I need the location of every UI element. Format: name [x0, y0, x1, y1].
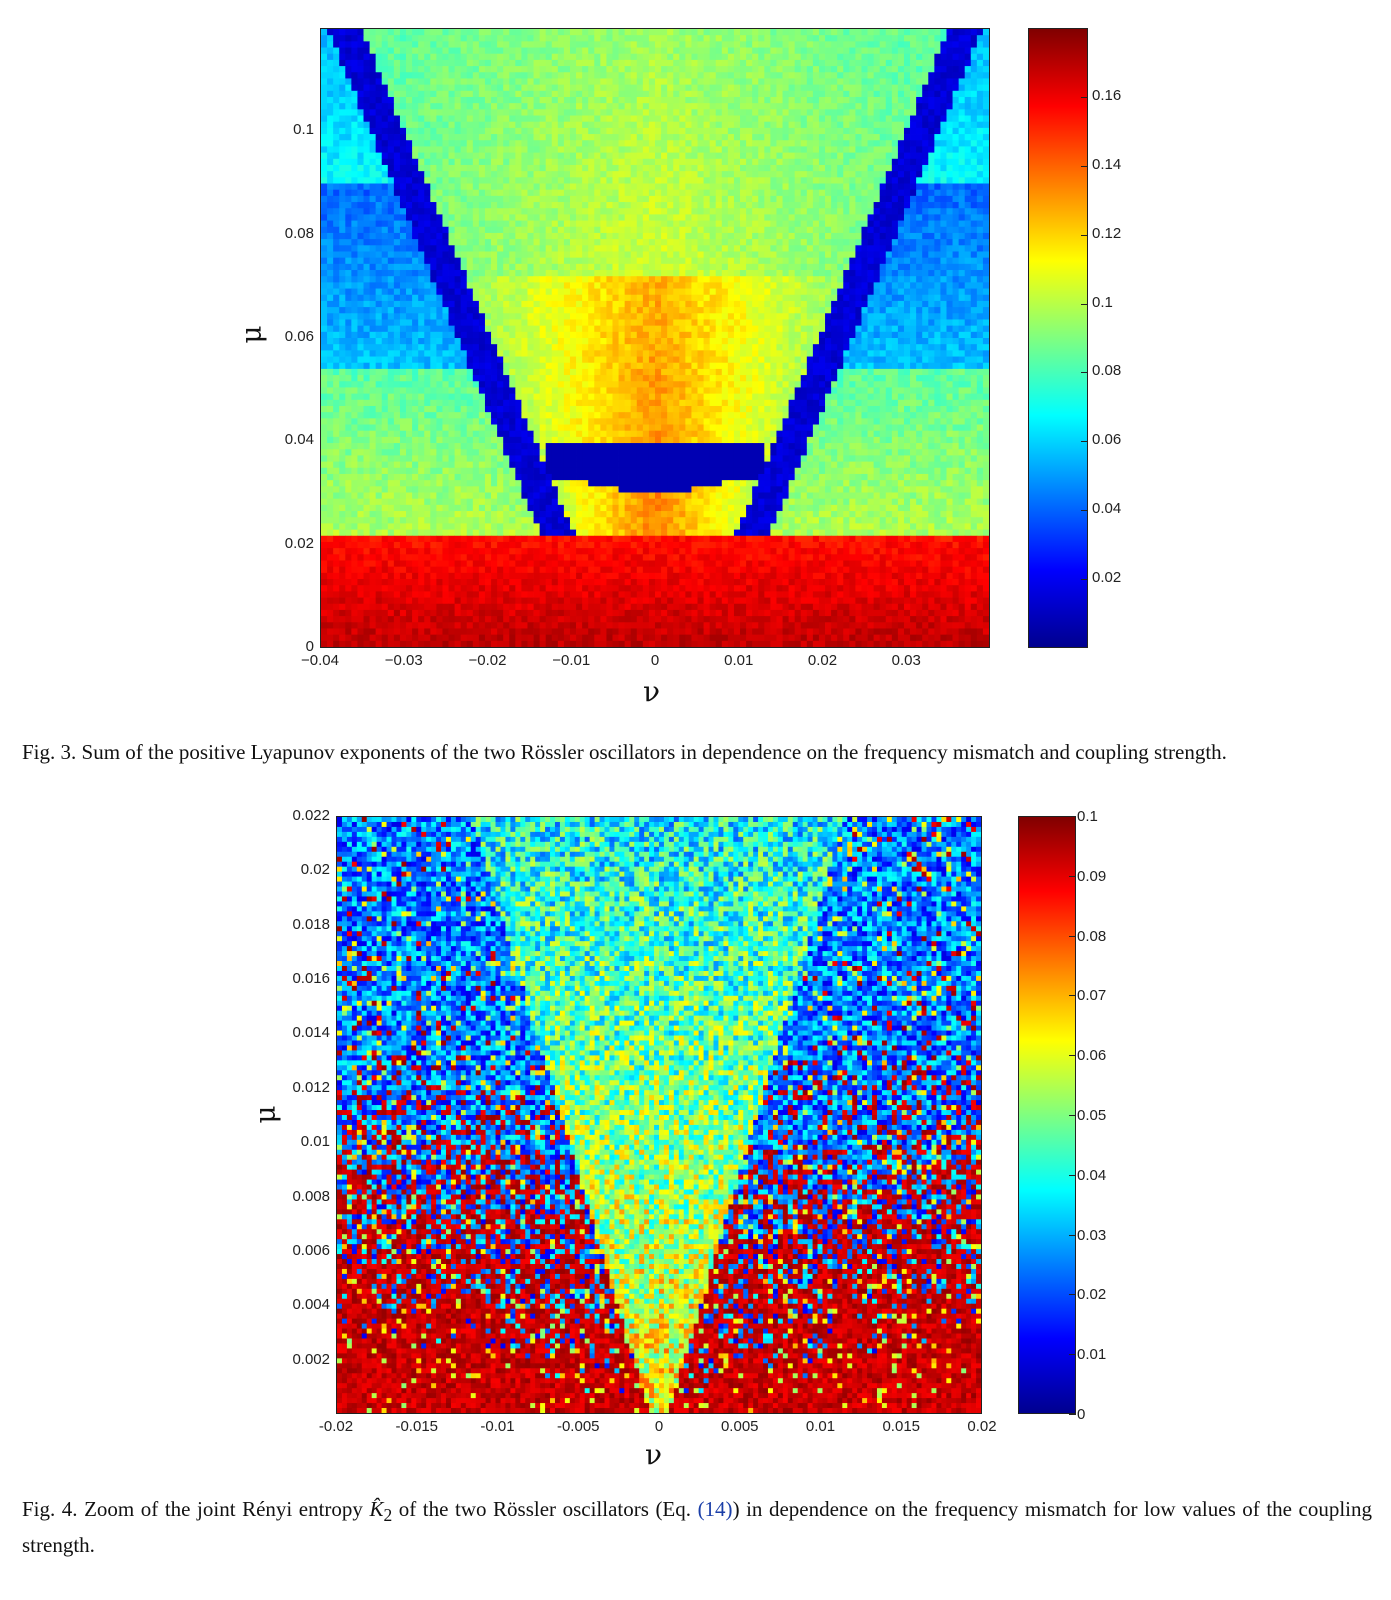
- fig4-heatmap: [336, 816, 982, 1414]
- fig4-colorbar-tick-label: 0.04: [1077, 1167, 1106, 1184]
- fig4-colorbar-tick-label: 0.07: [1077, 987, 1106, 1004]
- fig3-y-tick-label: 0.08: [254, 225, 314, 242]
- fig3-colorbar-tick: [1081, 372, 1088, 374]
- fig4-y-tick-label: 0.002: [270, 1351, 330, 1368]
- fig4-colorbar-tick-label: 0.09: [1077, 868, 1106, 885]
- fig3-colorbar-tick: [1081, 303, 1088, 305]
- fig3-y-tick-label: 0: [254, 638, 314, 655]
- fig3-x-axis-label: ν: [643, 675, 660, 708]
- fig4-x-tick-label: -0.02: [301, 1418, 371, 1435]
- fig4-x-tick-label: 0.02: [947, 1418, 1017, 1435]
- fig4-y-tick-label: 0.012: [270, 1079, 330, 1096]
- fig3-colorbar-tick-label: 0.16: [1092, 87, 1121, 104]
- fig3-x-tick-label: −0.01: [536, 652, 606, 669]
- fig4-y-tick-label: 0.02: [270, 861, 330, 878]
- fig4-caption-suffix: ) in dependence on the frequency mismatc…: [22, 1497, 1372, 1557]
- fig4-y-tick-label: 0.016: [270, 970, 330, 987]
- fig4-y-tick-label: 0.006: [270, 1242, 330, 1259]
- fig3-colorbar-tick: [1081, 234, 1088, 236]
- fig3-x-tick-label: 0.03: [871, 652, 941, 669]
- fig4-colorbar-tick-label: 0.02: [1077, 1286, 1106, 1303]
- fig3-colorbar-tick-label: 0.06: [1092, 431, 1121, 448]
- fig4-y-tick-label: 0.014: [270, 1024, 330, 1041]
- fig4-x-tick-label: 0.005: [705, 1418, 775, 1435]
- fig3-colorbar-tick: [1081, 510, 1088, 512]
- fig3-y-tick-label: 0.1: [254, 121, 314, 138]
- fig4-colorbar-tick: [1069, 1414, 1076, 1415]
- fig3-x-tick-label: 0.02: [788, 652, 858, 669]
- fig3-x-tick-label: −0.03: [369, 652, 439, 669]
- fig4-caption-equation-link[interactable]: (14): [698, 1497, 733, 1521]
- fig4-colorbar-tick: [1069, 995, 1076, 997]
- fig3-y-tick-label: 0.02: [254, 535, 314, 552]
- fig3-x-tick-label: −0.04: [285, 652, 355, 669]
- fig4-colorbar-tick: [1069, 816, 1076, 817]
- fig4-x-axis-label: ν: [645, 1438, 662, 1471]
- fig4-y-axis-label: μ: [249, 1105, 282, 1123]
- fig4-colorbar-tick-label: 0.08: [1077, 928, 1106, 945]
- fig3-y-tick-label: 0.06: [254, 328, 314, 345]
- fig3-caption: Fig. 3. Sum of the positive Lyapunov exp…: [22, 737, 1372, 767]
- fig3-colorbar-tick-label: 0.08: [1092, 362, 1121, 379]
- fig3-y-axis-label: μ: [235, 325, 268, 343]
- fig4-caption-subscript: 2: [383, 1505, 392, 1525]
- fig3-x-tick-label: −0.02: [453, 652, 523, 669]
- fig4-x-tick-label: 0.015: [866, 1418, 936, 1435]
- fig3-colorbar-tick: [1081, 441, 1088, 443]
- fig4-colorbar-tick: [1069, 935, 1076, 937]
- fig3-colorbar-tick-label: 0.02: [1092, 569, 1121, 586]
- fig3-colorbar-tick: [1081, 96, 1088, 98]
- fig4-x-tick-label: -0.01: [463, 1418, 533, 1435]
- fig4-y-tick-label: 0.018: [270, 916, 330, 933]
- fig4-y-tick-label: 0.008: [270, 1188, 330, 1205]
- fig3-x-tick-label: 0.01: [704, 652, 774, 669]
- fig4-x-tick-label: 0.01: [786, 1418, 856, 1435]
- fig3-y-tick-label: 0.04: [254, 431, 314, 448]
- fig4-colorbar-tick: [1069, 1115, 1076, 1116]
- fig4-colorbar-tick-label: 0.01: [1077, 1346, 1106, 1363]
- fig4-colorbar-tick: [1069, 1354, 1076, 1356]
- fig3-x-tick-label: 0: [620, 652, 690, 669]
- fig4-y-tick-label: 0.022: [270, 807, 330, 824]
- fig4-colorbar-tick-label: 0.05: [1077, 1107, 1106, 1124]
- fig4-colorbar-tick-label: 0.03: [1077, 1227, 1106, 1244]
- fig4-y-tick-label: 0.004: [270, 1296, 330, 1313]
- fig4-caption-middle: of the two Rössler oscillators (Eq.: [392, 1497, 697, 1521]
- fig3-colorbar-tick: [1081, 579, 1088, 581]
- fig4-caption-prefix: Fig. 4. Zoom of the joint Rényi entropy: [22, 1497, 369, 1521]
- fig3-colorbar-tick-label: 0.04: [1092, 500, 1121, 517]
- fig4-colorbar-tick-label: 0.1: [1077, 808, 1098, 825]
- fig3-colorbar-tick-label: 0.1: [1092, 294, 1113, 311]
- fig4-x-tick-label: 0: [624, 1418, 694, 1435]
- fig4-colorbar-tick: [1069, 1055, 1076, 1057]
- fig3-colorbar-tick-label: 0.12: [1092, 225, 1121, 242]
- fig3-heatmap: [320, 28, 990, 648]
- fig4-colorbar-tick: [1069, 1174, 1076, 1176]
- fig3-colorbar: [1028, 28, 1088, 648]
- fig4-colorbar-tick-label: 0.06: [1077, 1047, 1106, 1064]
- fig4-colorbar-tick-label: 0: [1077, 1406, 1085, 1423]
- fig4-colorbar: [1018, 816, 1076, 1414]
- fig4-y-tick-label: 0.01: [270, 1133, 330, 1150]
- fig4-x-tick-label: -0.005: [543, 1418, 613, 1435]
- fig4-colorbar-tick: [1069, 1234, 1076, 1236]
- fig4-caption: Fig. 4. Zoom of the joint Rényi entropy …: [22, 1494, 1372, 1560]
- fig4-colorbar-tick: [1069, 1294, 1076, 1296]
- fig4-x-tick-label: -0.015: [382, 1418, 452, 1435]
- fig4-colorbar-tick: [1069, 875, 1076, 877]
- fig3-colorbar-tick-label: 0.14: [1092, 156, 1121, 173]
- fig3-colorbar-tick: [1081, 165, 1088, 167]
- fig4-caption-symbol: K̂: [369, 1497, 383, 1521]
